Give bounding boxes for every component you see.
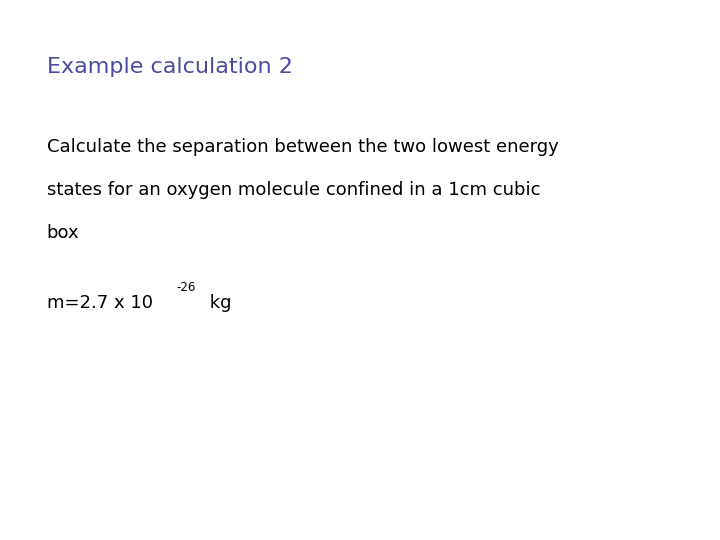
Text: Calculate the separation between the two lowest energy: Calculate the separation between the two… bbox=[47, 138, 559, 156]
Text: m=2.7 x 10: m=2.7 x 10 bbox=[47, 294, 153, 312]
Text: -26: -26 bbox=[176, 281, 196, 294]
Text: states for an oxygen molecule confined in a 1cm cubic: states for an oxygen molecule confined i… bbox=[47, 181, 540, 199]
Text: box: box bbox=[47, 224, 79, 242]
Text: kg: kg bbox=[204, 294, 231, 312]
Text: Example calculation 2: Example calculation 2 bbox=[47, 57, 292, 77]
